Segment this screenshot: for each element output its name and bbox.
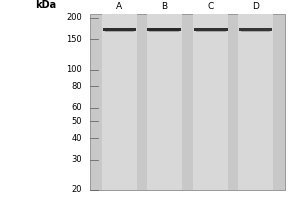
- Text: 20: 20: [72, 185, 82, 194]
- Bar: [90, 14, 285, 190]
- Text: 200: 200: [67, 13, 82, 22]
- Bar: [194, 14, 229, 190]
- Text: C: C: [208, 2, 214, 11]
- Text: A: A: [116, 2, 122, 11]
- Text: 150: 150: [67, 35, 82, 44]
- Text: B: B: [161, 2, 167, 11]
- Text: D: D: [252, 2, 259, 11]
- Text: 80: 80: [72, 82, 82, 91]
- Text: 40: 40: [72, 134, 82, 143]
- Text: 100: 100: [67, 65, 82, 74]
- Bar: [238, 14, 273, 190]
- Text: 60: 60: [72, 103, 82, 112]
- Text: 30: 30: [72, 155, 82, 164]
- Text: 50: 50: [72, 117, 82, 126]
- Bar: [102, 14, 137, 190]
- Bar: [147, 14, 182, 190]
- Text: kDa: kDa: [35, 0, 56, 10]
